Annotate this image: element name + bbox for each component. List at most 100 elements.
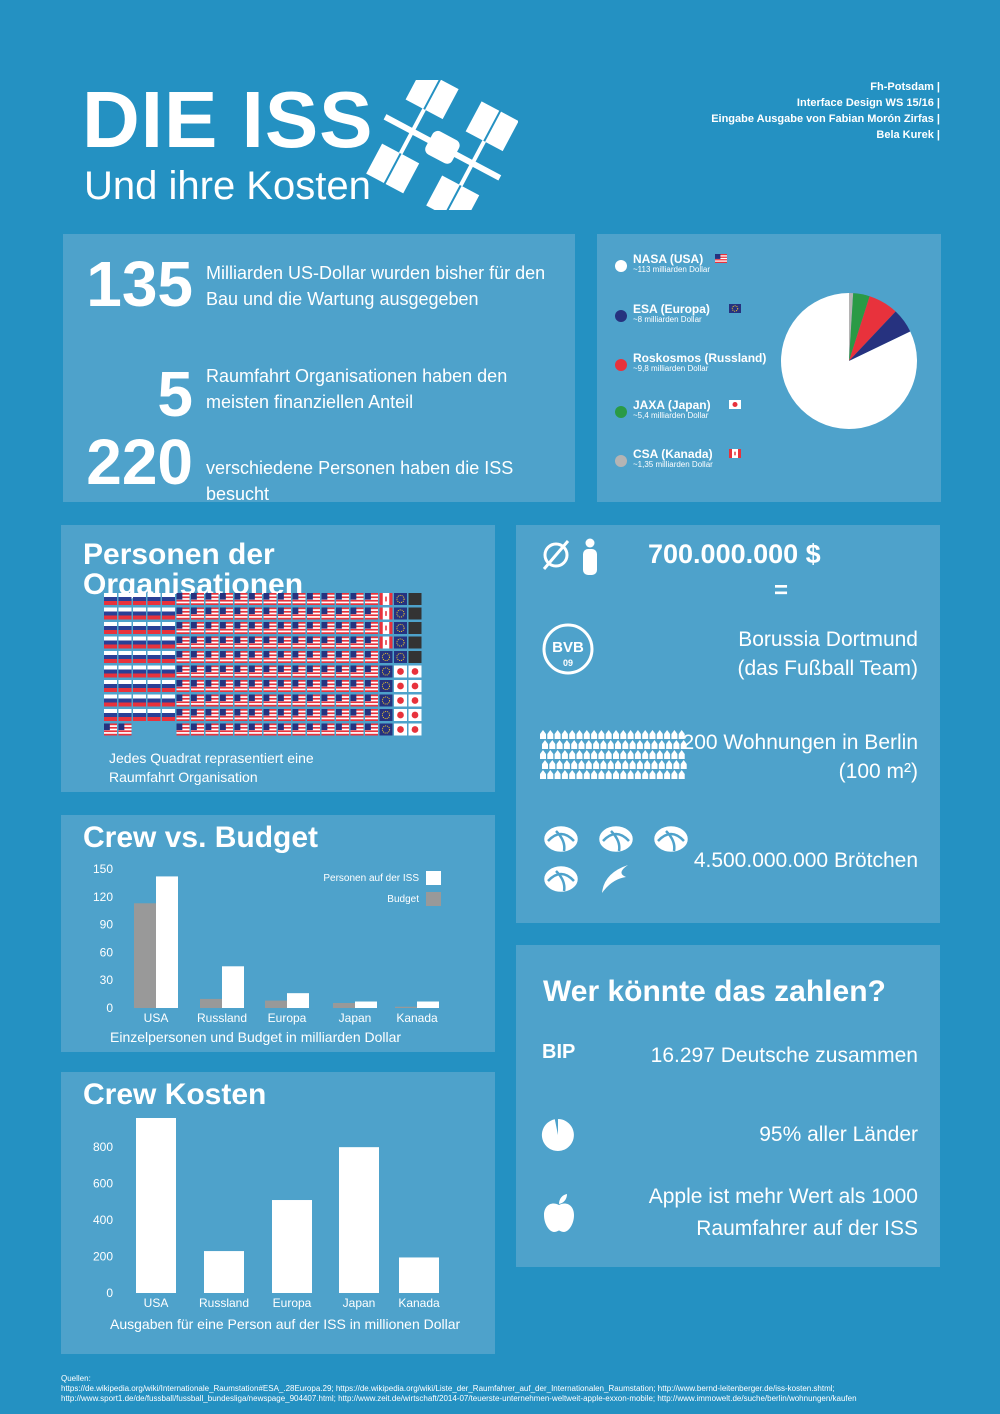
apartment-icon [651,760,658,769]
apartment-icon [622,740,629,749]
apartment-icon [658,740,665,749]
flag-usa [336,709,349,721]
flag-usa [205,709,219,721]
flag-usa [234,607,248,620]
flag-russia [147,709,161,721]
flag-russia [104,636,117,649]
flag-russia [133,593,146,605]
equivalent-sub: (das Fußball Team) [737,657,918,680]
persons-bar [417,1001,439,1008]
flag-usa [220,636,233,649]
flag-usa [176,651,190,663]
flag-usa [350,607,364,620]
who-pays-item: Apple ist mehr Wert als 1000 Raumfahrer … [648,1185,918,1240]
legend-name: NASA (USA) [633,252,704,266]
pie-share-icon [541,1119,574,1151]
equivalents-panel: 700.000.000 $ = BVB 09 Borussia Dortmund… [516,525,940,923]
apartment-icon [571,740,578,749]
apartment-icon [607,760,614,769]
x-tick-label: Russland [199,1296,249,1310]
legend-dot [615,260,627,272]
flag-usa [278,694,291,707]
x-tick-label: Kanada [398,1296,440,1310]
apartment-icon [636,760,643,769]
sources: Quellen: https://de.wikipedia.org/wiki/I… [61,1374,941,1404]
flag-usa [350,680,364,692]
apartment-icon [585,740,592,749]
persons-bar [222,966,244,1008]
apartment-icon [636,740,643,749]
flag-usa [278,636,291,649]
flag-usa [263,636,277,649]
flag-usa [292,593,306,605]
apartment-icon [642,770,649,779]
flag-usa [234,680,248,692]
sources-label: Quellen: [61,1374,91,1383]
apartment-icon [547,750,554,759]
flag-eu [379,651,393,663]
apartment-icon [656,770,663,779]
apartment-icon [569,750,576,759]
flag-usa [249,636,262,649]
x-tick-label: Europa [268,1011,307,1025]
flag-usa [336,622,349,634]
cost-bar [399,1257,439,1293]
flag-usa [307,680,320,692]
flag-russia [104,709,117,721]
flag-russia [162,636,175,649]
flag-usa [191,709,204,721]
apartment-icon [591,730,598,739]
flag-usa [205,593,219,605]
flag-usa [176,709,190,721]
apple-logo-icon [544,1194,574,1232]
equivalent-item: 200 Wohnungen in Berlin (100 m²) [683,728,918,786]
flag-usa [191,680,204,692]
apartment-icon [664,770,671,779]
y-tick-label: 60 [100,945,114,959]
flag-usa [336,593,349,605]
y-tick-label: 400 [93,1213,113,1227]
apartment-icon [540,730,546,739]
flag-russia [118,607,132,620]
flag-russia [118,694,132,707]
flag-eu [394,607,407,620]
flag-usa [191,651,204,663]
flag-usa [176,680,190,692]
flag-eu [379,723,393,736]
flag-usa [278,709,291,721]
legend-sub: ~113 milliarden Dollar [633,265,710,274]
flag-usa [365,694,378,707]
flag-japan [408,723,422,736]
y-tick-label: 90 [100,918,114,932]
flag-usa [350,636,364,649]
flag-usa [292,607,306,620]
flag-eu [394,651,407,663]
apartment-icon [591,750,598,759]
flag-usa [336,665,349,678]
flag-usa [365,723,378,736]
flag-usa [278,622,291,634]
apartment-icon [615,740,621,749]
apartment-icon [554,770,561,779]
apartment-icon [605,770,612,779]
flag-usa [249,694,262,707]
apartments-icon [540,730,687,779]
flag-usa [263,665,277,678]
flag-usa [336,607,349,620]
who-pays-item: 16.297 Deutsche zusammen [650,1044,918,1067]
flag-usa [321,694,335,707]
flag-usa [220,709,233,721]
flag-russia [133,622,146,634]
flag-usa [205,723,219,736]
grid-square [408,607,422,620]
y-tick-label: 0 [106,1286,113,1300]
flag-usa [191,636,204,649]
flag-canada [379,607,393,620]
flag-usa [365,593,378,605]
flag-usa [176,607,190,620]
apartment-icon [634,730,641,739]
flag-usa [249,709,262,721]
flag-usa [292,651,306,663]
flag-usa [278,651,291,663]
flag-japan [394,665,407,678]
